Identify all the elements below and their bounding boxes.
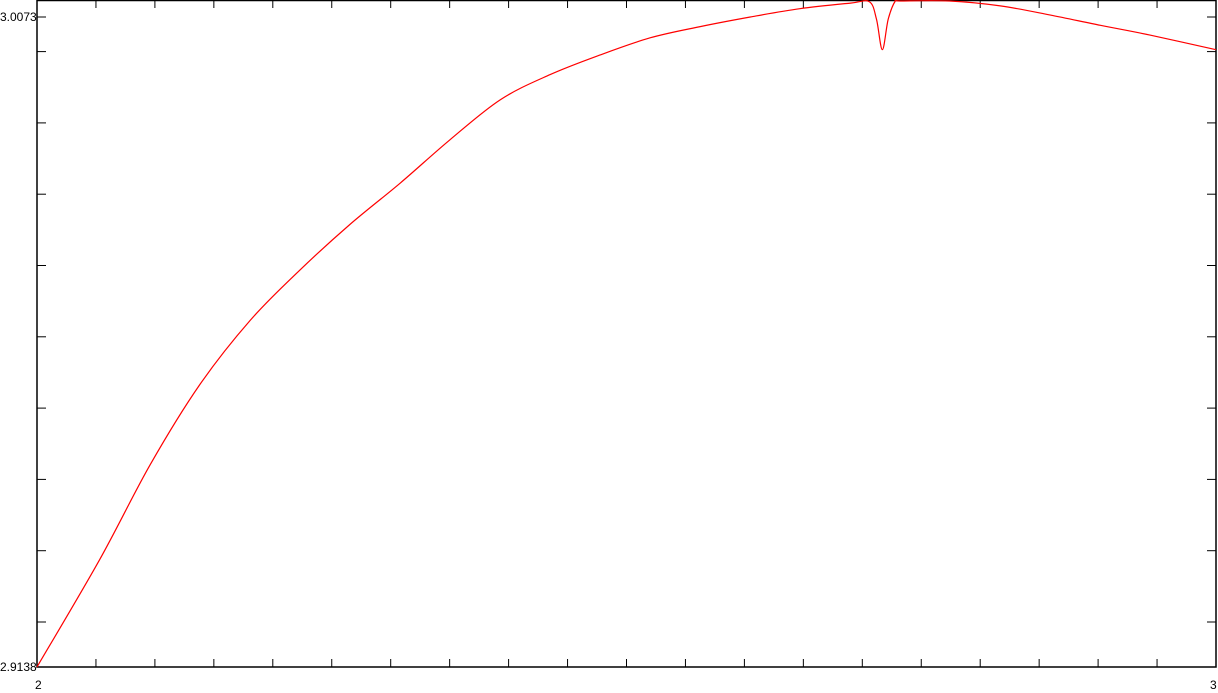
y-tick-label-top: 3.0073 [0,10,37,24]
y-tick-label-bottom: 2.9138 [0,660,37,674]
x-tick-label-right: 3 [1210,678,1217,692]
plot-frame [36,0,1217,668]
x-tick-label-left: 2 [35,678,42,692]
series-line [36,0,1217,668]
